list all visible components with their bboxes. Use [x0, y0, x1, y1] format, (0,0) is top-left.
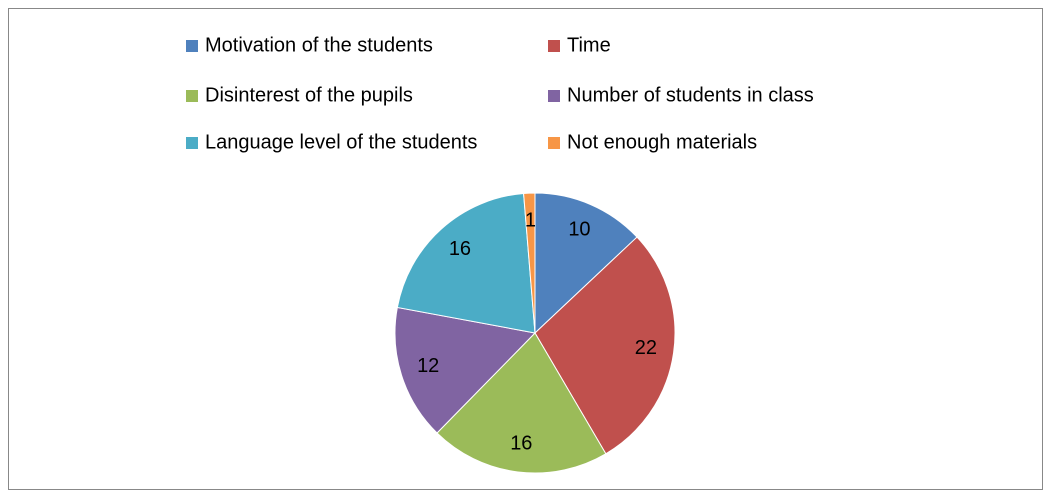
legend-swatch	[186, 137, 198, 149]
data-label: 12	[417, 355, 439, 377]
legend-swatch	[548, 90, 560, 102]
pie-slice	[436, 332, 607, 474]
legend-swatch	[186, 40, 198, 52]
legend-label: Language level of the students	[205, 131, 477, 153]
legend-label: Motivation of the students	[205, 34, 433, 56]
legend-label: Time	[567, 34, 611, 56]
data-label: 1	[525, 209, 536, 231]
legend-label: Number of students in class	[567, 84, 814, 106]
legend-swatch	[548, 137, 560, 149]
data-label: 16	[510, 432, 532, 454]
data-label: 10	[568, 218, 590, 240]
pie-slice	[394, 306, 537, 434]
pie-slice	[534, 236, 676, 455]
data-label: 22	[635, 337, 657, 359]
legend-label: Not enough materials	[567, 131, 757, 153]
pie-slice	[523, 192, 536, 334]
legend-swatch	[548, 40, 560, 52]
pie-slice	[396, 192, 536, 334]
data-label: 16	[449, 238, 471, 260]
legend-swatch	[186, 90, 198, 102]
legend-label: Disinterest of the pupils	[205, 84, 413, 106]
pie-slice	[534, 192, 638, 335]
